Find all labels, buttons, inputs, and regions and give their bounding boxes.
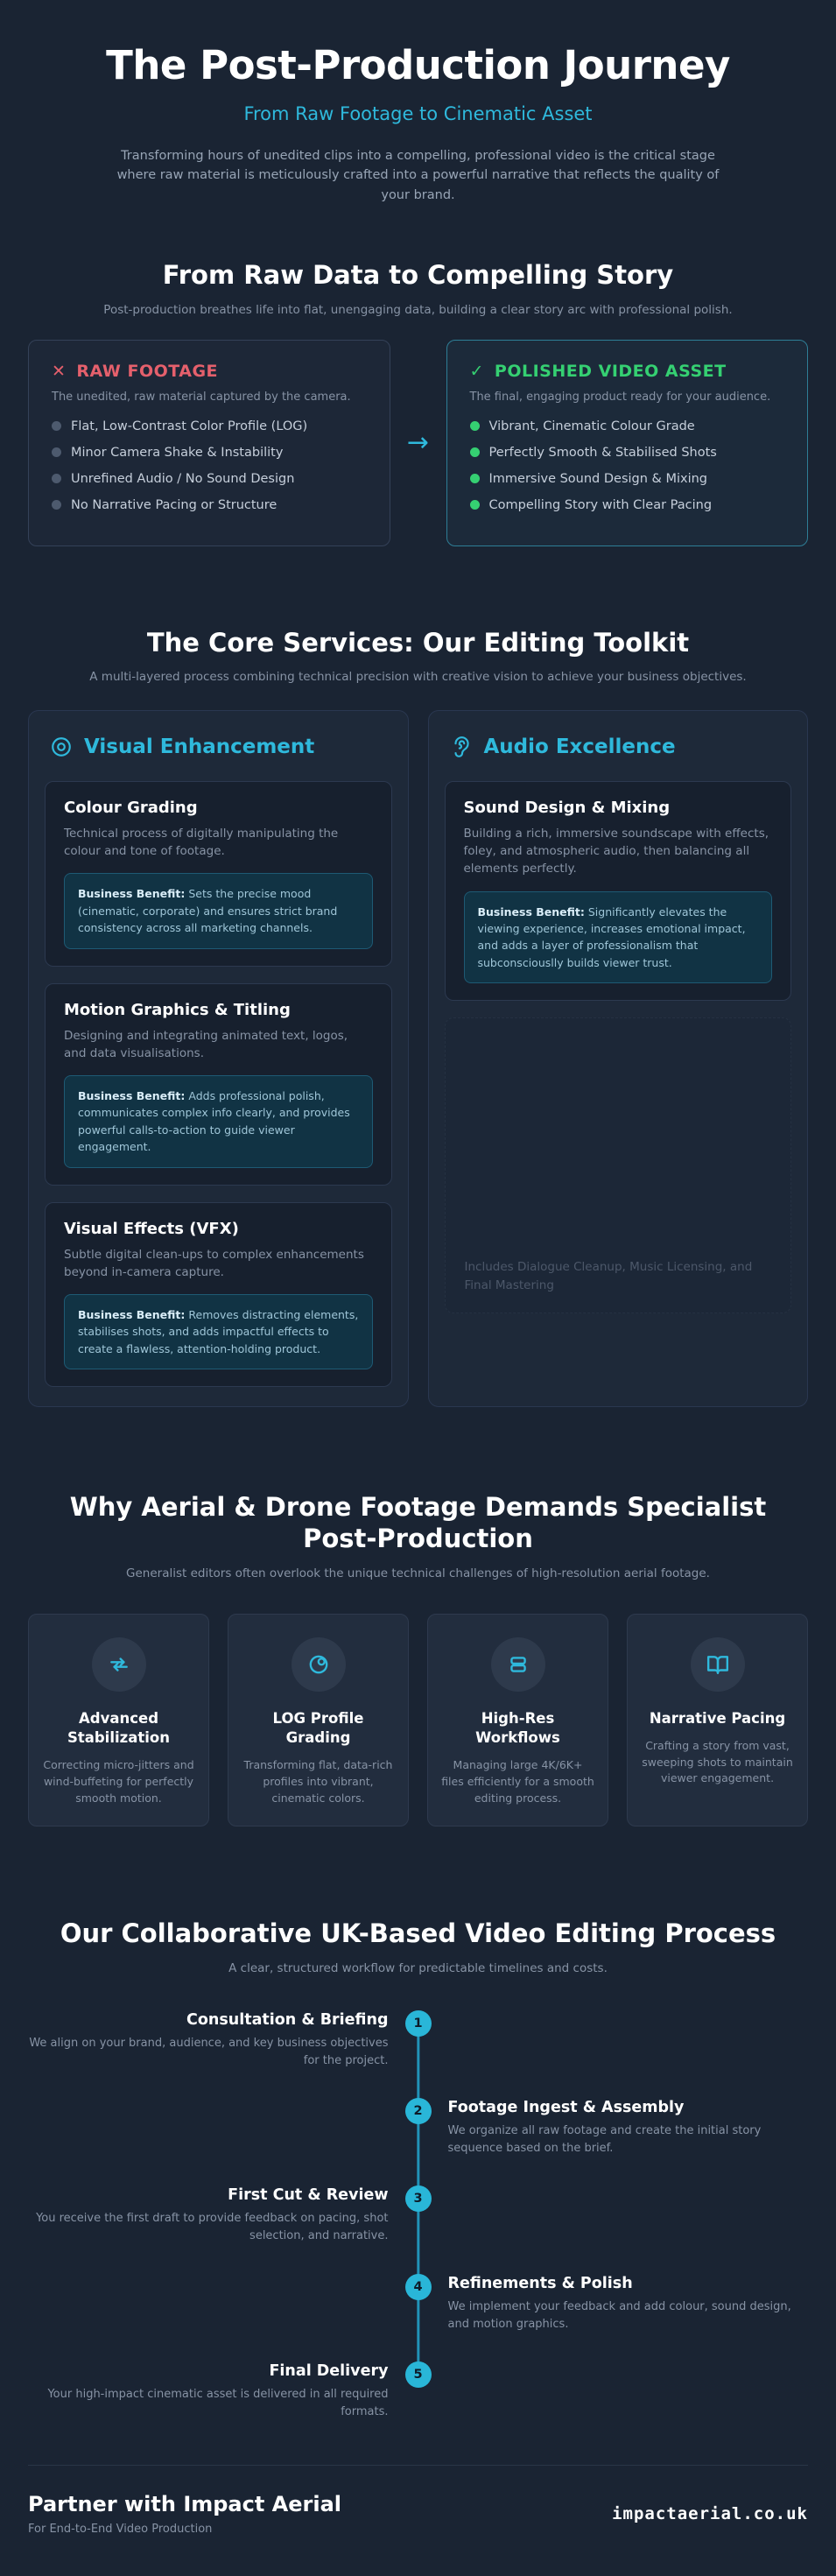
- step-number-badge: 5: [404, 2361, 432, 2388]
- bullet-dot-icon: [52, 421, 61, 432]
- x-icon: ✕: [52, 361, 67, 381]
- page-intro: Transforming hours of unedited clips int…: [116, 149, 720, 202]
- service-card-vfx: Visual Effects (VFX) Subtle digital clea…: [45, 1201, 392, 1388]
- list-item: Vibrant, Cinematic Colour Grade: [469, 419, 785, 433]
- service-card-motion-graphics: Motion Graphics & Titling Designing and …: [45, 982, 392, 1186]
- server-icon: [490, 1636, 545, 1692]
- business-benefit-box: Business Benefit: Sets the precise mood …: [64, 873, 373, 949]
- footer-left: Partner with Impact Aerial For End-to-En…: [28, 2492, 341, 2536]
- why-card-workflows: High-Res Workflows Managing large 4K/6K+…: [427, 1613, 608, 1827]
- page-header: The Post-Production Journey From Raw Foo…: [28, 0, 808, 205]
- services-subheading: A multi-layered process combining techni…: [89, 669, 747, 684]
- transformation-heading: From Raw Data to Compelling Story: [162, 260, 674, 291]
- process-heading: Our Collaborative UK-Based Video Editing…: [60, 1918, 776, 1949]
- process-step-1: Consultation & Briefing We align on your…: [28, 2009, 808, 2070]
- polished-video-label: POLISHED VIDEO ASSET: [494, 361, 727, 381]
- step-number-badge: 4: [404, 2273, 432, 2300]
- process-step-5: Final Delivery Your high-impact cinemati…: [28, 2361, 808, 2421]
- polished-video-list: Vibrant, Cinematic Colour Grade Perfectl…: [469, 419, 785, 512]
- page-subtitle: From Raw Footage to Cinematic Asset: [243, 103, 593, 124]
- specialist-heading: Why Aerial & Drone Footage Demands Speci…: [69, 1492, 767, 1554]
- section-core-services: The Core Services: Our Editing Toolkit A…: [28, 627, 808, 1408]
- bullet-dot-icon: [469, 474, 480, 484]
- raw-footage-list: Flat, Low-Contrast Color Profile (LOG) M…: [52, 419, 367, 512]
- business-benefit-box: Business Benefit: Significantly elevates…: [463, 890, 772, 984]
- process-step-4: 4 Refinements & Polish We implement your…: [28, 2273, 808, 2333]
- service-card-colour-grading: Colour Grading Technical process of digi…: [45, 780, 392, 967]
- list-item: Immersive Sound Design & Mixing: [469, 472, 785, 486]
- arrow-right-icon: →: [406, 427, 430, 459]
- polished-video-card: ✓ POLISHED VIDEO ASSET The final, engagi…: [446, 339, 808, 546]
- list-item: Perfectly Smooth & Stabilised Shots: [469, 446, 785, 460]
- page-title: The Post-Production Journey: [106, 42, 730, 88]
- transformation-subheading: Post-production breathes life into flat,…: [103, 302, 733, 317]
- list-item: Minor Camera Shake & Instability: [52, 446, 367, 460]
- section-specialist: Why Aerial & Drone Footage Demands Speci…: [28, 1491, 808, 1827]
- why-card-log-grading: LOG Profile Grading Transforming flat, d…: [228, 1613, 409, 1827]
- business-benefit-box: Business Benefit: Removes distracting el…: [64, 1294, 373, 1370]
- process-step-2: 2 Footage Ingest & Assembly We organize …: [28, 2097, 808, 2157]
- stabilization-icon: [91, 1636, 146, 1692]
- visual-enhancement-title: Visual Enhancement: [84, 735, 315, 758]
- why-card-pacing: Narrative Pacing Crafting a story from v…: [627, 1613, 808, 1827]
- bullet-dot-icon: [52, 474, 61, 484]
- list-item: Flat, Low-Contrast Color Profile (LOG): [52, 419, 367, 433]
- bullet-dot-icon: [469, 447, 480, 458]
- footer-title: Partner with Impact Aerial: [28, 2492, 342, 2517]
- polished-video-title: ✓ POLISHED VIDEO ASSET: [470, 362, 785, 381]
- process-step-3: First Cut & Review You receive the first…: [28, 2185, 808, 2245]
- specialist-subheading: Generalist editors often overlook the un…: [126, 1566, 710, 1580]
- business-benefit-box: Business Benefit: Adds professional poli…: [64, 1075, 373, 1168]
- process-subheading: A clear, structured workflow for predict…: [228, 1960, 608, 1975]
- check-icon: ✓: [469, 361, 484, 381]
- footer-subtitle: For End-to-End Video Production: [28, 2523, 213, 2537]
- open-book-icon: [690, 1636, 745, 1692]
- audio-excellence-title: Audio Excellence: [483, 735, 676, 758]
- list-item: Unrefined Audio / No Sound Design: [52, 472, 367, 486]
- bullet-dot-icon: [469, 500, 480, 510]
- section-process: Our Collaborative UK-Based Video Editing…: [28, 1918, 808, 2426]
- color-grade-icon: [291, 1636, 346, 1692]
- process-timeline: Consultation & Briefing We align on your…: [28, 2009, 808, 2426]
- section-transformation: From Raw Data to Compelling Story Post-p…: [28, 259, 808, 546]
- step-number-badge: 3: [404, 2185, 432, 2213]
- bullet-dot-icon: [52, 500, 61, 510]
- audio-extras-note: Includes Dialogue Cleanup, Music Licensi…: [464, 1260, 753, 1293]
- visual-enhancement-column: Visual Enhancement Colour Grading Techni…: [28, 709, 409, 1408]
- step-number-badge: 2: [404, 2097, 432, 2124]
- raw-footage-title: ✕ RAW FOOTAGE: [52, 362, 367, 381]
- ear-icon: [450, 735, 473, 758]
- footer-website-link[interactable]: impactaerial.co.uk: [612, 2504, 808, 2524]
- why-card-stabilization: Advanced Stabilization Correcting micro-…: [28, 1613, 209, 1827]
- bullet-dot-icon: [52, 447, 61, 458]
- page-footer: Partner with Impact Aerial For End-to-En…: [28, 2465, 808, 2576]
- raw-footage-label: RAW FOOTAGE: [76, 361, 219, 381]
- infographic-page: The Post-Production Journey From Raw Foo…: [28, 0, 808, 2426]
- eye-icon: [50, 735, 73, 758]
- list-item: No Narrative Pacing or Structure: [52, 498, 367, 512]
- audio-excellence-column: Audio Excellence Sound Design & Mixing B…: [427, 709, 808, 1408]
- raw-footage-card: ✕ RAW FOOTAGE The unedited, raw material…: [28, 339, 390, 546]
- step-number-badge: 1: [404, 2009, 432, 2037]
- service-card-sound-design: Sound Design & Mixing Building a rich, i…: [444, 780, 791, 1002]
- polished-video-description: The final, engaging product ready for yo…: [469, 390, 771, 404]
- services-heading: The Core Services: Our Editing Toolkit: [146, 627, 690, 658]
- audio-extras-placeholder-card: Includes Dialogue Cleanup, Music Licensi…: [444, 1017, 791, 1314]
- before-after-comparison: ✕ RAW FOOTAGE The unedited, raw material…: [28, 339, 808, 546]
- bullet-dot-icon: [469, 421, 480, 432]
- list-item: Compelling Story with Clear Pacing: [469, 498, 785, 512]
- raw-footage-description: The unedited, raw material captured by t…: [52, 390, 351, 404]
